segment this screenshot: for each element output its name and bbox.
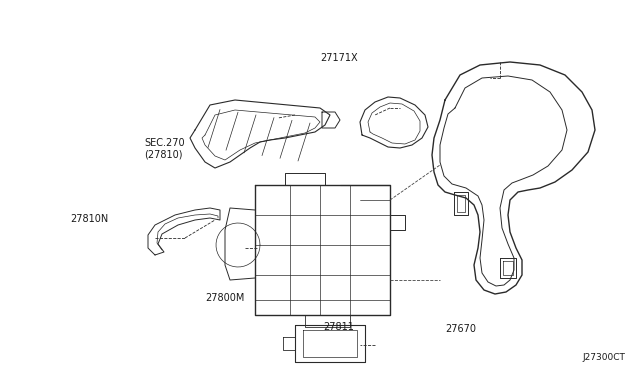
Text: 27171X: 27171X (320, 53, 358, 62)
Text: SEC.270
(27810): SEC.270 (27810) (144, 138, 184, 160)
Text: J27300CT: J27300CT (582, 353, 625, 362)
Text: 27670: 27670 (445, 324, 476, 334)
Text: 27810N: 27810N (70, 215, 109, 224)
Text: 27800M: 27800M (205, 293, 244, 302)
Text: 27811: 27811 (323, 323, 354, 332)
